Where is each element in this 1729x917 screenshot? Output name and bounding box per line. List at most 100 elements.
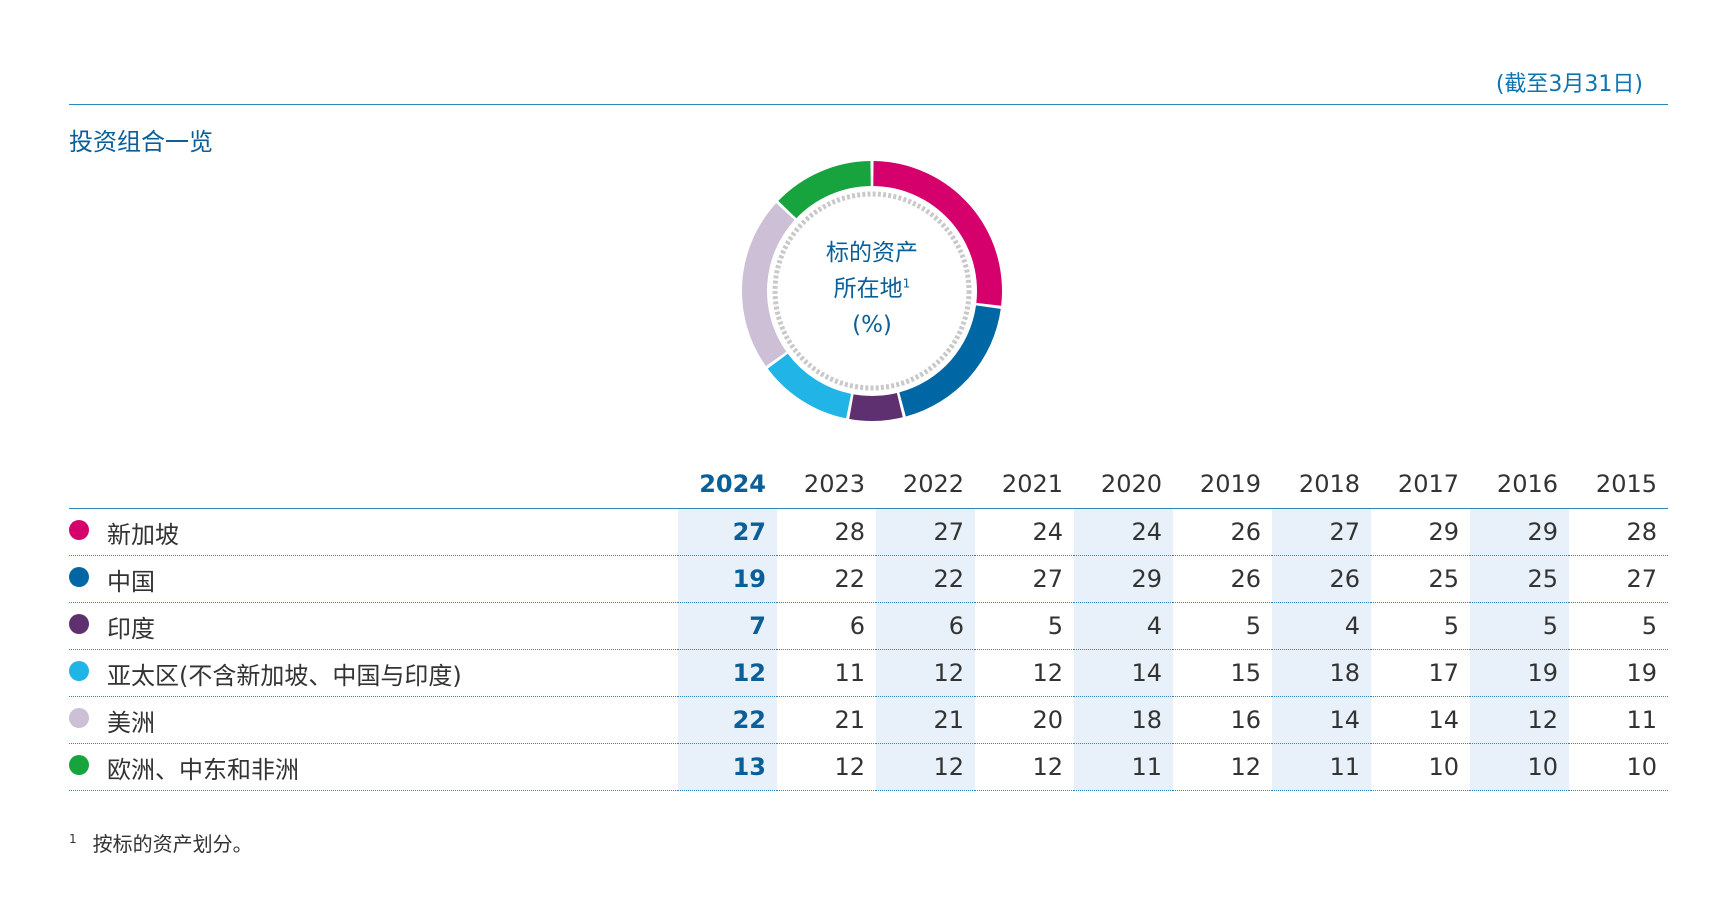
value-cell: 4 (1272, 602, 1371, 650)
donut-slice-3 (849, 393, 903, 421)
region-name: 美洲 (107, 708, 155, 737)
region-label-cell: 欧洲、中东和非洲 (69, 743, 678, 791)
value-cell: 5 (975, 602, 1074, 650)
value-cell: 17 (1371, 649, 1470, 697)
donut-footnote-mark: 1 (902, 276, 911, 291)
value-cell: 26 (1173, 508, 1272, 556)
value-cell: 7 (678, 602, 777, 650)
year-header-2018: 2018 (1272, 460, 1371, 509)
value-cell: 11 (1272, 743, 1371, 791)
footnote-text: 按标的资产划分。 (92, 832, 253, 856)
value-cell: 13 (678, 743, 777, 791)
value-cell: 19 (1569, 649, 1668, 697)
header-label-cell (69, 460, 678, 509)
region-name: 亚太区(不含新加坡、中国与印度) (107, 661, 462, 690)
value-cell: 12 (1470, 696, 1569, 744)
region-name: 欧洲、中东和非洲 (107, 755, 299, 784)
value-cell: 12 (876, 649, 975, 697)
value-cell: 12 (975, 649, 1074, 697)
donut-inner-dotted-ring (772, 191, 972, 391)
value-cell: 10 (1569, 743, 1668, 791)
value-cell: 27 (1272, 508, 1371, 556)
legend-dot (69, 708, 89, 728)
value-cell: 5 (1173, 602, 1272, 650)
donut-chart: 标的资产 所在地1 (%) (722, 141, 1022, 441)
donut-label-line1: 标的资产 (826, 240, 918, 266)
value-cell: 26 (1272, 555, 1371, 603)
value-cell: 21 (876, 696, 975, 744)
donut-slice-6 (778, 161, 871, 219)
value-cell: 5 (1470, 602, 1569, 650)
footnote-mark: 1 (69, 832, 77, 847)
donut-center-label: 标的资产 所在地1 (%) (772, 235, 972, 343)
region-label-cell: 美洲 (69, 696, 678, 744)
legend-dot (69, 755, 89, 775)
value-cell: 6 (777, 602, 876, 650)
value-cell: 25 (1371, 555, 1470, 603)
value-cell: 10 (1470, 743, 1569, 791)
legend-dot (69, 567, 89, 587)
region-name: 中国 (107, 567, 155, 596)
value-cell: 22 (678, 696, 777, 744)
table-row: 欧洲、中东和非洲 13 12 12 12 11 12 11 10 10 10 (69, 743, 1668, 791)
table-row: 美洲 22 21 21 20 18 16 14 14 12 11 (69, 696, 1668, 744)
value-cell: 29 (1074, 555, 1173, 603)
value-cell: 19 (1470, 649, 1569, 697)
value-cell: 18 (1074, 696, 1173, 744)
table-row: 中国 19 22 22 27 29 26 26 25 25 27 (69, 555, 1668, 603)
table-row: 新加坡 27 28 27 24 24 26 27 29 29 28 (69, 508, 1668, 556)
donut-slice-4 (767, 353, 852, 419)
value-cell: 16 (1173, 696, 1272, 744)
year-header-2017: 2017 (1371, 460, 1470, 509)
value-cell: 27 (975, 555, 1074, 603)
value-cell: 19 (678, 555, 777, 603)
region-label-cell: 新加坡 (69, 508, 678, 556)
value-cell: 27 (876, 508, 975, 556)
donut-label-line2: 所在地1 (833, 276, 911, 302)
value-cell: 10 (1371, 743, 1470, 791)
value-cell: 29 (1470, 508, 1569, 556)
year-header-2021: 2021 (975, 460, 1074, 509)
donut-slice-2 (899, 305, 1001, 417)
value-cell: 11 (777, 649, 876, 697)
region-label-cell: 印度 (69, 602, 678, 650)
region-name: 新加坡 (107, 520, 179, 549)
footnote: 1 按标的资产划分。 (69, 828, 253, 857)
value-cell: 12 (975, 743, 1074, 791)
year-header-2020: 2020 (1074, 460, 1173, 509)
value-cell: 27 (678, 508, 777, 556)
value-cell: 22 (777, 555, 876, 603)
value-cell: 24 (1074, 508, 1173, 556)
value-cell: 6 (876, 602, 975, 650)
year-header-2019: 2019 (1173, 460, 1272, 509)
allocation-table: 2024 2023 2022 2021 2020 2019 2018 2017 2016 2015… (69, 460, 1668, 791)
value-cell: 11 (1074, 743, 1173, 791)
value-cell: 29 (1371, 508, 1470, 556)
year-header-2023: 2023 (777, 460, 876, 509)
value-cell: 12 (1173, 743, 1272, 791)
value-cell: 5 (1371, 602, 1470, 650)
value-cell: 26 (1173, 555, 1272, 603)
table-header-row: 2024 2023 2022 2021 2020 2019 2018 2017 2016 2015 (69, 460, 1668, 509)
donut-slice-5 (742, 203, 795, 367)
year-header-2015: 2015 (1569, 460, 1668, 509)
top-divider (69, 104, 1668, 105)
page-title: 投资组合一览 (69, 128, 213, 156)
legend-dot (69, 661, 89, 681)
value-cell: 22 (876, 555, 975, 603)
region-name: 印度 (107, 614, 155, 643)
value-cell: 14 (1371, 696, 1470, 744)
donut-slice-1 (873, 161, 1002, 306)
value-cell: 24 (975, 508, 1074, 556)
value-cell: 27 (1569, 555, 1668, 603)
value-cell: 14 (1272, 696, 1371, 744)
value-cell: 18 (1272, 649, 1371, 697)
donut-label-line3: (%) (852, 312, 892, 338)
region-label-cell: 亚太区(不含新加坡、中国与印度) (69, 649, 678, 697)
value-cell: 5 (1569, 602, 1668, 650)
value-cell: 12 (678, 649, 777, 697)
value-cell: 14 (1074, 649, 1173, 697)
value-cell: 25 (1470, 555, 1569, 603)
year-header-2024: 2024 (678, 460, 777, 509)
value-cell: 4 (1074, 602, 1173, 650)
